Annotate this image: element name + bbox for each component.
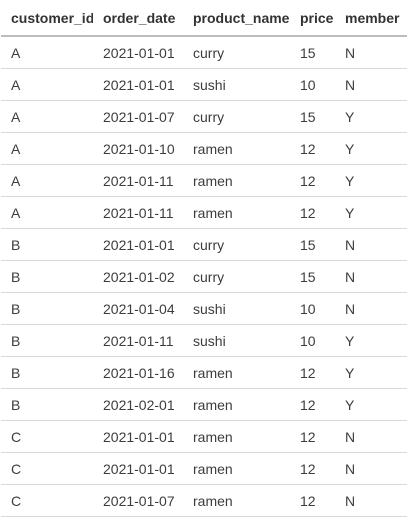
cell-order-date: 2021-01-16 — [93, 356, 183, 389]
cell-product-name: ramen — [183, 420, 290, 453]
cell-customer-id: C — [1, 484, 93, 517]
cell-price: 15 — [290, 260, 335, 293]
cell-member: Y — [335, 164, 407, 197]
cell-member: Y — [335, 356, 407, 389]
cell-customer-id: A — [1, 164, 93, 197]
column-header-price: price — [290, 0, 335, 37]
cell-customer-id: B — [1, 228, 93, 261]
cell-order-date: 2021-01-01 — [93, 452, 183, 485]
cell-order-date: 2021-01-11 — [93, 324, 183, 357]
cell-member: N — [335, 36, 407, 69]
cell-price: 10 — [290, 292, 335, 325]
cell-customer-id: B — [1, 356, 93, 389]
cell-order-date: 2021-01-11 — [93, 196, 183, 229]
cell-customer-id: B — [1, 260, 93, 293]
cell-member: N — [335, 260, 407, 293]
cell-customer-id: B — [1, 292, 93, 325]
cell-price: 12 — [290, 484, 335, 517]
cell-product-name: ramen — [183, 132, 290, 165]
table-row: B 2021-01-11 sushi 10 Y — [1, 324, 407, 357]
cell-price: 15 — [290, 228, 335, 261]
cell-member: N — [335, 68, 407, 101]
cell-price: 12 — [290, 388, 335, 421]
table-row: A 2021-01-10 ramen 12 Y — [1, 132, 407, 165]
column-header-member: member — [335, 0, 407, 37]
cell-member: Y — [335, 100, 407, 133]
table-row: A 2021-01-11 ramen 12 Y — [1, 164, 407, 197]
cell-order-date: 2021-01-11 — [93, 164, 183, 197]
cell-product-name: ramen — [183, 164, 290, 197]
cell-product-name: ramen — [183, 484, 290, 517]
cell-product-name: sushi — [183, 292, 290, 325]
cell-price: 12 — [290, 132, 335, 165]
cell-order-date: 2021-01-01 — [93, 420, 183, 453]
cell-order-date: 2021-01-07 — [93, 484, 183, 517]
cell-member: N — [335, 484, 407, 517]
cell-price: 10 — [290, 68, 335, 101]
table-row: C 2021-01-01 ramen 12 N — [1, 420, 407, 453]
table-row: B 2021-01-16 ramen 12 Y — [1, 356, 407, 389]
cell-order-date: 2021-01-02 — [93, 260, 183, 293]
cell-product-name: ramen — [183, 452, 290, 485]
cell-price: 12 — [290, 452, 335, 485]
cell-order-date: 2021-01-01 — [93, 68, 183, 101]
cell-product-name: curry — [183, 260, 290, 293]
cell-order-date: 2021-02-01 — [93, 388, 183, 421]
cell-price: 12 — [290, 196, 335, 229]
cell-order-date: 2021-01-10 — [93, 132, 183, 165]
cell-order-date: 2021-01-01 — [93, 36, 183, 69]
cell-customer-id: A — [1, 100, 93, 133]
table-row: B 2021-02-01 ramen 12 Y — [1, 388, 407, 421]
table-header-row: customer_id order_date product_name pric… — [1, 0, 407, 37]
cell-order-date: 2021-01-01 — [93, 228, 183, 261]
column-header-order-date: order_date — [93, 0, 183, 37]
table-row: B 2021-01-02 curry 15 N — [1, 260, 407, 293]
table-row: A 2021-01-01 curry 15 N — [1, 36, 407, 69]
cell-product-name: ramen — [183, 388, 290, 421]
cell-order-date: 2021-01-04 — [93, 292, 183, 325]
table-body: A 2021-01-01 curry 15 N A 2021-01-01 sushi 10 N A 2… — [1, 36, 407, 517]
table-row: A 2021-01-07 curry 15 Y — [1, 100, 407, 133]
cell-customer-id: B — [1, 388, 93, 421]
column-header-customer-id: customer_id — [1, 0, 93, 37]
cell-price: 15 — [290, 100, 335, 133]
table-row: B 2021-01-01 curry 15 N — [1, 228, 407, 261]
column-header-product-name: product_name — [183, 0, 290, 37]
cell-member: N — [335, 228, 407, 261]
cell-product-name: ramen — [183, 196, 290, 229]
cell-customer-id: A — [1, 68, 93, 101]
cell-order-date: 2021-01-07 — [93, 100, 183, 133]
cell-price: 10 — [290, 324, 335, 357]
cell-customer-id: A — [1, 196, 93, 229]
cell-member: N — [335, 420, 407, 453]
cell-price: 12 — [290, 420, 335, 453]
cell-member: Y — [335, 324, 407, 357]
cell-member: Y — [335, 388, 407, 421]
table-row: A 2021-01-11 ramen 12 Y — [1, 196, 407, 229]
cell-customer-id: A — [1, 132, 93, 165]
cell-member: N — [335, 292, 407, 325]
table-row: A 2021-01-01 sushi 10 N — [1, 68, 407, 101]
cell-product-name: curry — [183, 36, 290, 69]
cell-member: Y — [335, 196, 407, 229]
cell-price: 15 — [290, 36, 335, 69]
cell-price: 12 — [290, 356, 335, 389]
cell-customer-id: A — [1, 36, 93, 69]
table-row: C 2021-01-07 ramen 12 N — [1, 484, 407, 517]
cell-product-name: sushi — [183, 324, 290, 357]
cell-product-name: curry — [183, 228, 290, 261]
cell-price: 12 — [290, 164, 335, 197]
cell-product-name: curry — [183, 100, 290, 133]
cell-product-name: sushi — [183, 68, 290, 101]
cell-customer-id: C — [1, 420, 93, 453]
cell-member: N — [335, 452, 407, 485]
cell-product-name: ramen — [183, 356, 290, 389]
table-row: C 2021-01-01 ramen 12 N — [1, 452, 407, 485]
table-row: B 2021-01-04 sushi 10 N — [1, 292, 407, 325]
cell-customer-id: B — [1, 324, 93, 357]
cell-member: Y — [335, 132, 407, 165]
cell-customer-id: C — [1, 452, 93, 485]
